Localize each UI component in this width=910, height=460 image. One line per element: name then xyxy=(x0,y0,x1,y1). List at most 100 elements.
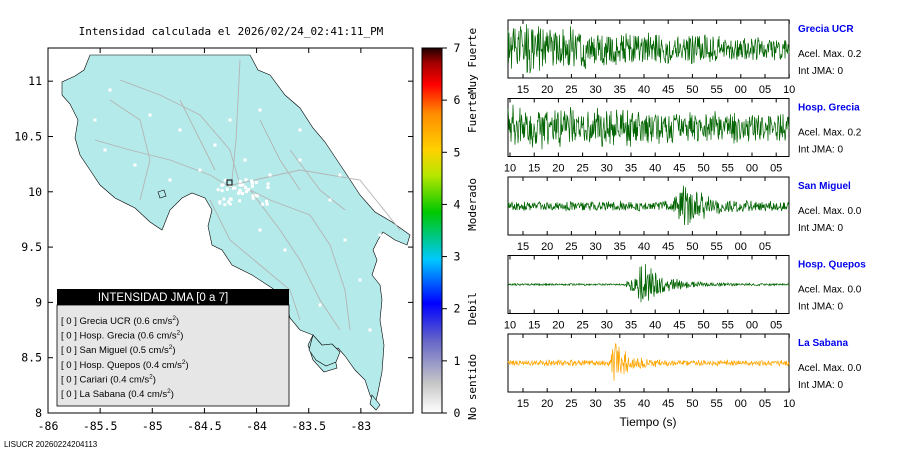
waveform-panel: 15 20 25 30 35 40 45 50 55 00 05 10 Grecia UCR Acel. … xyxy=(507,19,862,96)
waveform-tick-label: 35 xyxy=(625,320,637,332)
legend-items: [ 0 ] Grecia UCR (0.6 cm/s2)[ 0 ] Hosp. … xyxy=(61,315,189,400)
waveform-tick-label: 50 xyxy=(686,241,698,253)
road-line xyxy=(259,119,301,191)
map-y-tick-label: 11 xyxy=(28,74,42,88)
town-marker xyxy=(221,183,225,187)
station-int-jma: Int JMA: 0 xyxy=(798,302,843,313)
town-marker xyxy=(133,163,137,167)
road-line xyxy=(179,99,216,171)
station-accel-max: Acel. Max. 0.2 xyxy=(798,49,862,60)
waveform-tick-label: 05 xyxy=(759,398,771,410)
town-marker xyxy=(198,168,202,172)
waveform-tick-label: 10 xyxy=(783,398,795,410)
town-marker xyxy=(168,178,172,182)
waveform-tick-label: 55 xyxy=(710,84,722,96)
station-int-jma: Int JMA: 0 xyxy=(798,66,843,77)
map-x-tick-label: -83.5 xyxy=(291,419,326,433)
colorbar-tick-label: 0 xyxy=(454,406,461,420)
map-y-tick-label: 9.5 xyxy=(21,240,42,254)
town-marker xyxy=(298,128,302,132)
time-axis-label: Tiempo (s) xyxy=(620,415,677,429)
waveform-tick-label: 30 xyxy=(589,84,601,96)
waveform-frame xyxy=(507,176,790,236)
town-marker xyxy=(103,148,107,152)
waveform-tick-label: 10 xyxy=(504,320,516,332)
legend-item-intensity: [ 0 ] xyxy=(61,374,79,385)
road-line xyxy=(231,59,241,181)
waveform-tick-label: 40 xyxy=(638,241,650,253)
town-marker xyxy=(238,199,242,203)
town-marker xyxy=(358,278,362,282)
waveform-tick-label: 35 xyxy=(625,163,637,175)
legend-item-value: (0.4 cm/s xyxy=(128,389,167,400)
town-marker xyxy=(255,194,259,198)
town-marker xyxy=(228,202,232,206)
colorbar-tick-label: 2 xyxy=(454,302,461,316)
town-marker xyxy=(328,198,332,202)
map-frame xyxy=(47,47,414,414)
legend-item: [ 0 ] Hosp. Grecia (0.6 cm/s2) xyxy=(61,330,183,342)
legend-item-unit-exponent: 2 xyxy=(182,359,186,366)
town-marker xyxy=(227,200,231,204)
colorbar-category-label: Fuerte xyxy=(466,93,479,133)
waveform-tick-label: 25 xyxy=(565,241,577,253)
waveform-tick-label: 25 xyxy=(576,163,588,175)
waveform-tick-label: 25 xyxy=(565,84,577,96)
station-name: Grecia UCR xyxy=(798,24,854,35)
town-marker xyxy=(220,189,224,193)
waveform-tick-label: 45 xyxy=(662,398,674,410)
road-line xyxy=(119,79,351,331)
map-y-tick-label: 10.5 xyxy=(14,129,42,143)
town-marker xyxy=(254,180,258,184)
road-network xyxy=(94,59,401,331)
costa-rica-land xyxy=(61,54,411,411)
legend-item-close: ) xyxy=(171,389,174,400)
town-marker xyxy=(378,233,382,237)
town-marker xyxy=(244,190,248,194)
town-marker xyxy=(228,197,232,201)
legend-item-unit-exponent: 2 xyxy=(167,388,171,395)
colorbar-tick-label: 3 xyxy=(454,250,461,264)
colorbar-ticks: 0 1 2 3 4 5 6 7 xyxy=(442,41,461,420)
waveform-tick-label: 45 xyxy=(673,320,685,332)
station-name: Hosp. Quepos xyxy=(798,260,866,271)
legend-item-station: San Miguel xyxy=(79,345,129,356)
colorbar-gradient xyxy=(421,47,443,414)
town-marker xyxy=(148,113,152,117)
town-marker xyxy=(343,238,347,242)
legend-item-unit-exponent: 2 xyxy=(149,373,153,380)
town-marker xyxy=(93,118,97,122)
map-x-tick-label: -84.5 xyxy=(187,419,222,433)
legend-item-intensity: [ 0 ] xyxy=(61,331,79,342)
town-marker xyxy=(264,199,268,203)
waveform-tick-label: 10 xyxy=(783,84,795,96)
colorbar-category-label: No sentido xyxy=(466,354,479,420)
waveform-tick-label: 50 xyxy=(697,163,709,175)
waveform-trace xyxy=(507,343,790,381)
road-line xyxy=(94,139,236,191)
legend-item-station: La Sabana xyxy=(79,389,128,400)
town-marker xyxy=(218,201,222,205)
town-marker xyxy=(338,173,342,177)
town-marker xyxy=(298,158,302,162)
waveform-tick-label: 00 xyxy=(735,398,747,410)
legend-item-value: (0.4 cm/s xyxy=(143,360,182,371)
map-y-tick-label: 10 xyxy=(28,185,42,199)
town-marker xyxy=(268,173,272,177)
legend-item-unit-exponent: 2 xyxy=(169,344,173,351)
map-y-tick-label: 9 xyxy=(35,295,42,309)
town-marker xyxy=(266,182,270,186)
station-accel-max: Acel. Max. 0.0 xyxy=(798,206,862,217)
waveform-panel: 15 20 25 30 35 40 45 50 55 00 05 San Miguel Acel. Ma… xyxy=(507,176,862,253)
colorbar-tick-label: 7 xyxy=(454,41,461,55)
land-burica xyxy=(369,394,381,411)
town-marker xyxy=(228,118,232,122)
town-marker xyxy=(231,186,235,190)
legend-item-value: (0.6 cm/s xyxy=(138,331,177,342)
station-int-jma: Int JMA: 0 xyxy=(798,380,843,391)
waveform-tick-label: 55 xyxy=(722,163,734,175)
legend-item: [ 0 ] La Sabana (0.4 cm/s2) xyxy=(61,388,174,400)
town-marker xyxy=(244,178,248,182)
waveform-tick-label: 35 xyxy=(614,241,626,253)
